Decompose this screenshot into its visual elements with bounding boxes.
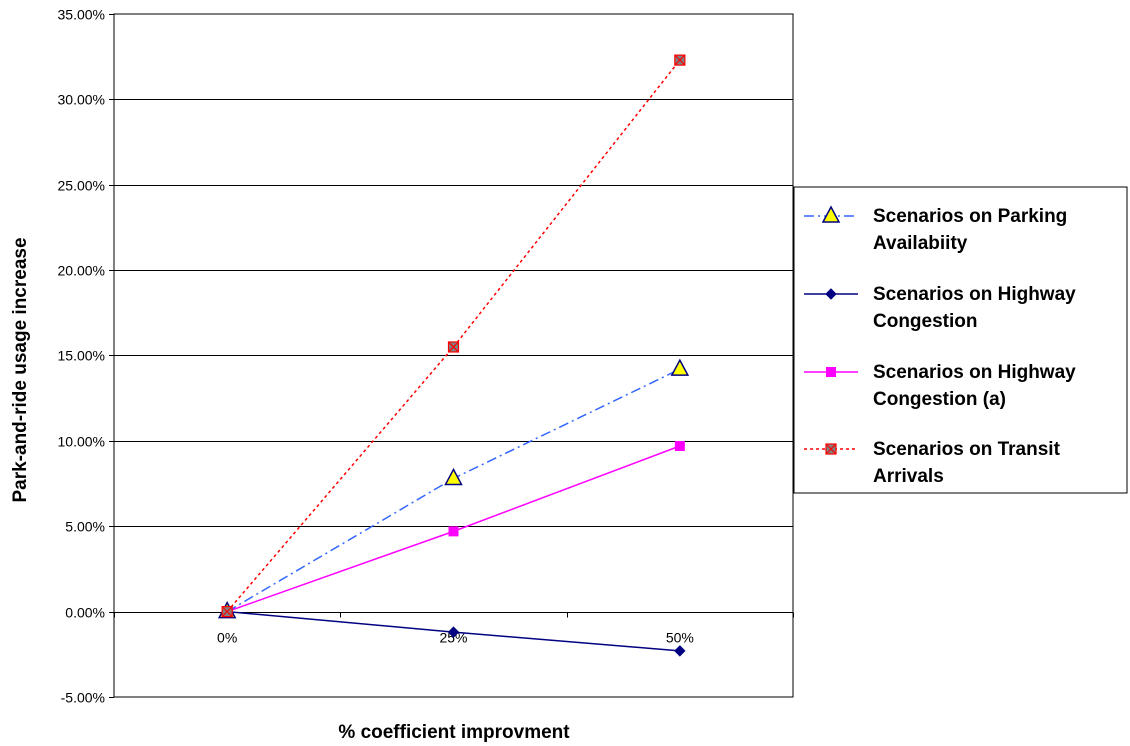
series: [221, 54, 686, 618]
x-axis-title: % coefficient improvment: [338, 722, 570, 743]
x-tick-label: 0%: [217, 630, 237, 646]
legend-label: Congestion (a): [873, 389, 1006, 410]
data-point: [825, 288, 837, 300]
y-tick-label: 5.00%: [65, 519, 105, 535]
x-tick-label: 50%: [666, 630, 694, 646]
data-point: [821, 205, 841, 223]
data-point: [221, 606, 233, 618]
data-point: [447, 626, 460, 638]
data-point: [444, 467, 463, 486]
y-tick-label: 10.00%: [58, 434, 105, 450]
data-point: [674, 645, 686, 657]
y-tick-label: 25.00%: [58, 178, 105, 194]
y-tick-label: 20.00%: [58, 263, 105, 279]
data-point: [674, 440, 685, 451]
data-point: [448, 526, 459, 537]
legend-label: Availabiity: [873, 233, 968, 254]
legend-entry: Scenarios on Highway Congestion (a): [804, 362, 1076, 410]
legend-entry: Scenarios on Transit Arrivals: [804, 439, 1061, 487]
legend-entry: Scenarios on Parking Availabiity: [804, 205, 1067, 254]
series-layer: [217, 54, 690, 657]
data-point: [447, 341, 460, 353]
legend-box: [793, 186, 1128, 494]
legend-label: Scenarios on Highway: [873, 362, 1076, 383]
series-line: [226, 368, 681, 613]
y-tick-label: 35.00%: [58, 7, 105, 23]
y-axis-title: Park-and-ride usage increase: [10, 237, 31, 502]
legend-entry: Scenarios on Highway Congestion: [804, 284, 1076, 332]
legend-label: Scenarios on Parking: [873, 206, 1067, 227]
legend: Scenarios on ParkingAvailabiityScenarios…: [793, 186, 1128, 494]
y-tick-label: -5.00%: [61, 690, 105, 706]
y-tick-label: 30.00%: [58, 92, 105, 108]
data-point: [670, 358, 690, 376]
legend-label: Arrivals: [873, 466, 944, 487]
series: [217, 358, 690, 619]
y-axis-ticks: -5.00% 0.00% 5.00% 10.00% 15.00% 20.00% 25.00%…: [58, 7, 114, 706]
legend-label: Congestion: [873, 311, 978, 332]
data-point: [826, 367, 836, 377]
series: [221, 605, 686, 657]
y-tick-label: 15.00%: [58, 348, 105, 364]
data-point: [825, 443, 837, 455]
data-point: [674, 54, 686, 66]
marker-cross: [825, 443, 837, 455]
marker-cross: [674, 54, 686, 66]
marker-cross: [448, 341, 459, 353]
series: [222, 440, 685, 617]
y-tick-label: 0.00%: [65, 605, 105, 621]
legend-label: Scenarios on Transit: [873, 439, 1061, 460]
plot-area: -5.00% 0.00% 5.00% 10.00% 15.00% 20.00% 25.00%…: [58, 7, 794, 706]
marker-cross: [221, 606, 233, 618]
legend-label: Scenarios on Highway: [873, 284, 1076, 305]
